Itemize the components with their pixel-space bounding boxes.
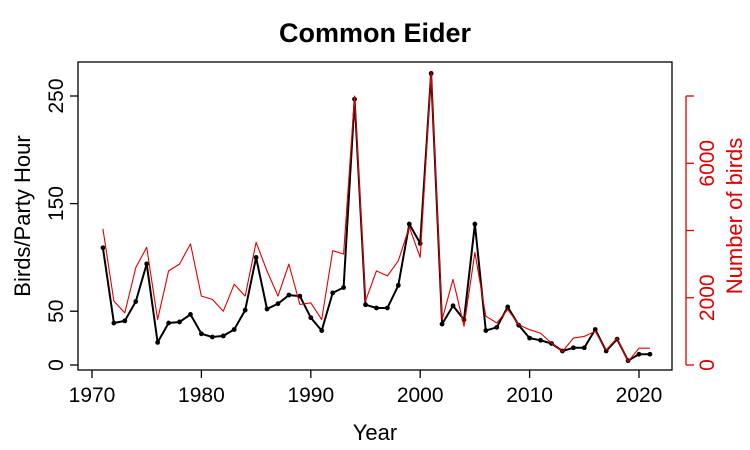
data-point bbox=[253, 255, 259, 260]
x-tick-label: 2000 bbox=[397, 384, 444, 407]
data-point bbox=[275, 301, 281, 307]
x-tick-label: 1970 bbox=[69, 384, 116, 407]
y-axis-right: 0 2000 6000 bbox=[685, 95, 719, 371]
data-point bbox=[395, 282, 401, 288]
x-axis: 1970 1980 1990 2000 2010 2020 bbox=[69, 370, 663, 407]
data-point bbox=[483, 328, 489, 333]
y2-tick-label: 0 bbox=[696, 359, 719, 371]
y2-tick-label: 6000 bbox=[696, 140, 719, 187]
data-point bbox=[242, 307, 248, 313]
data-point bbox=[592, 327, 598, 332]
data-point bbox=[603, 348, 609, 354]
data-point bbox=[570, 345, 576, 351]
series-line-left bbox=[101, 72, 650, 362]
data-point bbox=[330, 290, 336, 296]
data-point bbox=[308, 315, 314, 321]
data-point bbox=[264, 306, 270, 312]
data-point bbox=[319, 328, 325, 333]
plot-frame bbox=[77, 61, 673, 371]
data-point bbox=[417, 241, 423, 246]
y-axis-left: 0 50 150 250 bbox=[45, 78, 78, 371]
data-point bbox=[209, 334, 215, 340]
y-tick-label: 250 bbox=[45, 78, 68, 113]
y-axis-label: Birds/Party Hour bbox=[10, 135, 35, 296]
data-point bbox=[406, 221, 412, 227]
y-tick-label: 0 bbox=[45, 359, 68, 371]
data-point bbox=[199, 331, 204, 337]
data-point bbox=[122, 318, 128, 324]
data-point bbox=[581, 345, 587, 351]
x-axis-label: Year bbox=[353, 420, 397, 445]
data-point bbox=[450, 303, 456, 309]
data-point bbox=[177, 319, 182, 325]
x-tick-label: 2010 bbox=[506, 384, 553, 407]
data-point bbox=[505, 304, 511, 310]
x-tick-label: 2020 bbox=[616, 384, 663, 407]
data-point bbox=[439, 321, 445, 327]
chart-title: Common Eider bbox=[279, 18, 472, 48]
y-tick-label: 150 bbox=[45, 186, 68, 221]
data-point bbox=[100, 245, 106, 251]
series-line-right bbox=[102, 71, 650, 363]
x-tick-label: 1990 bbox=[287, 384, 334, 407]
data-point bbox=[133, 299, 139, 304]
data-point bbox=[286, 292, 292, 298]
data-point bbox=[527, 335, 532, 341]
y-tick-label: 50 bbox=[45, 300, 68, 323]
data-point bbox=[155, 340, 161, 345]
data-point bbox=[538, 337, 543, 343]
data-point bbox=[341, 285, 347, 290]
data-point bbox=[111, 320, 117, 326]
series-layer bbox=[100, 71, 653, 364]
x-tick-label: 1980 bbox=[178, 384, 225, 407]
data-point bbox=[472, 221, 478, 227]
y2-axis-label: Number of birds bbox=[722, 138, 747, 295]
data-point bbox=[188, 312, 193, 317]
data-point bbox=[647, 351, 653, 357]
data-point bbox=[494, 324, 500, 330]
data-point bbox=[220, 333, 226, 339]
data-point bbox=[231, 327, 237, 332]
data-point bbox=[144, 261, 150, 267]
data-point bbox=[166, 320, 171, 326]
data-point bbox=[374, 305, 379, 311]
data-point bbox=[297, 293, 303, 299]
data-point bbox=[636, 351, 642, 357]
data-point bbox=[384, 305, 390, 311]
y2-tick-label: 2000 bbox=[696, 274, 719, 321]
data-point bbox=[363, 302, 368, 308]
